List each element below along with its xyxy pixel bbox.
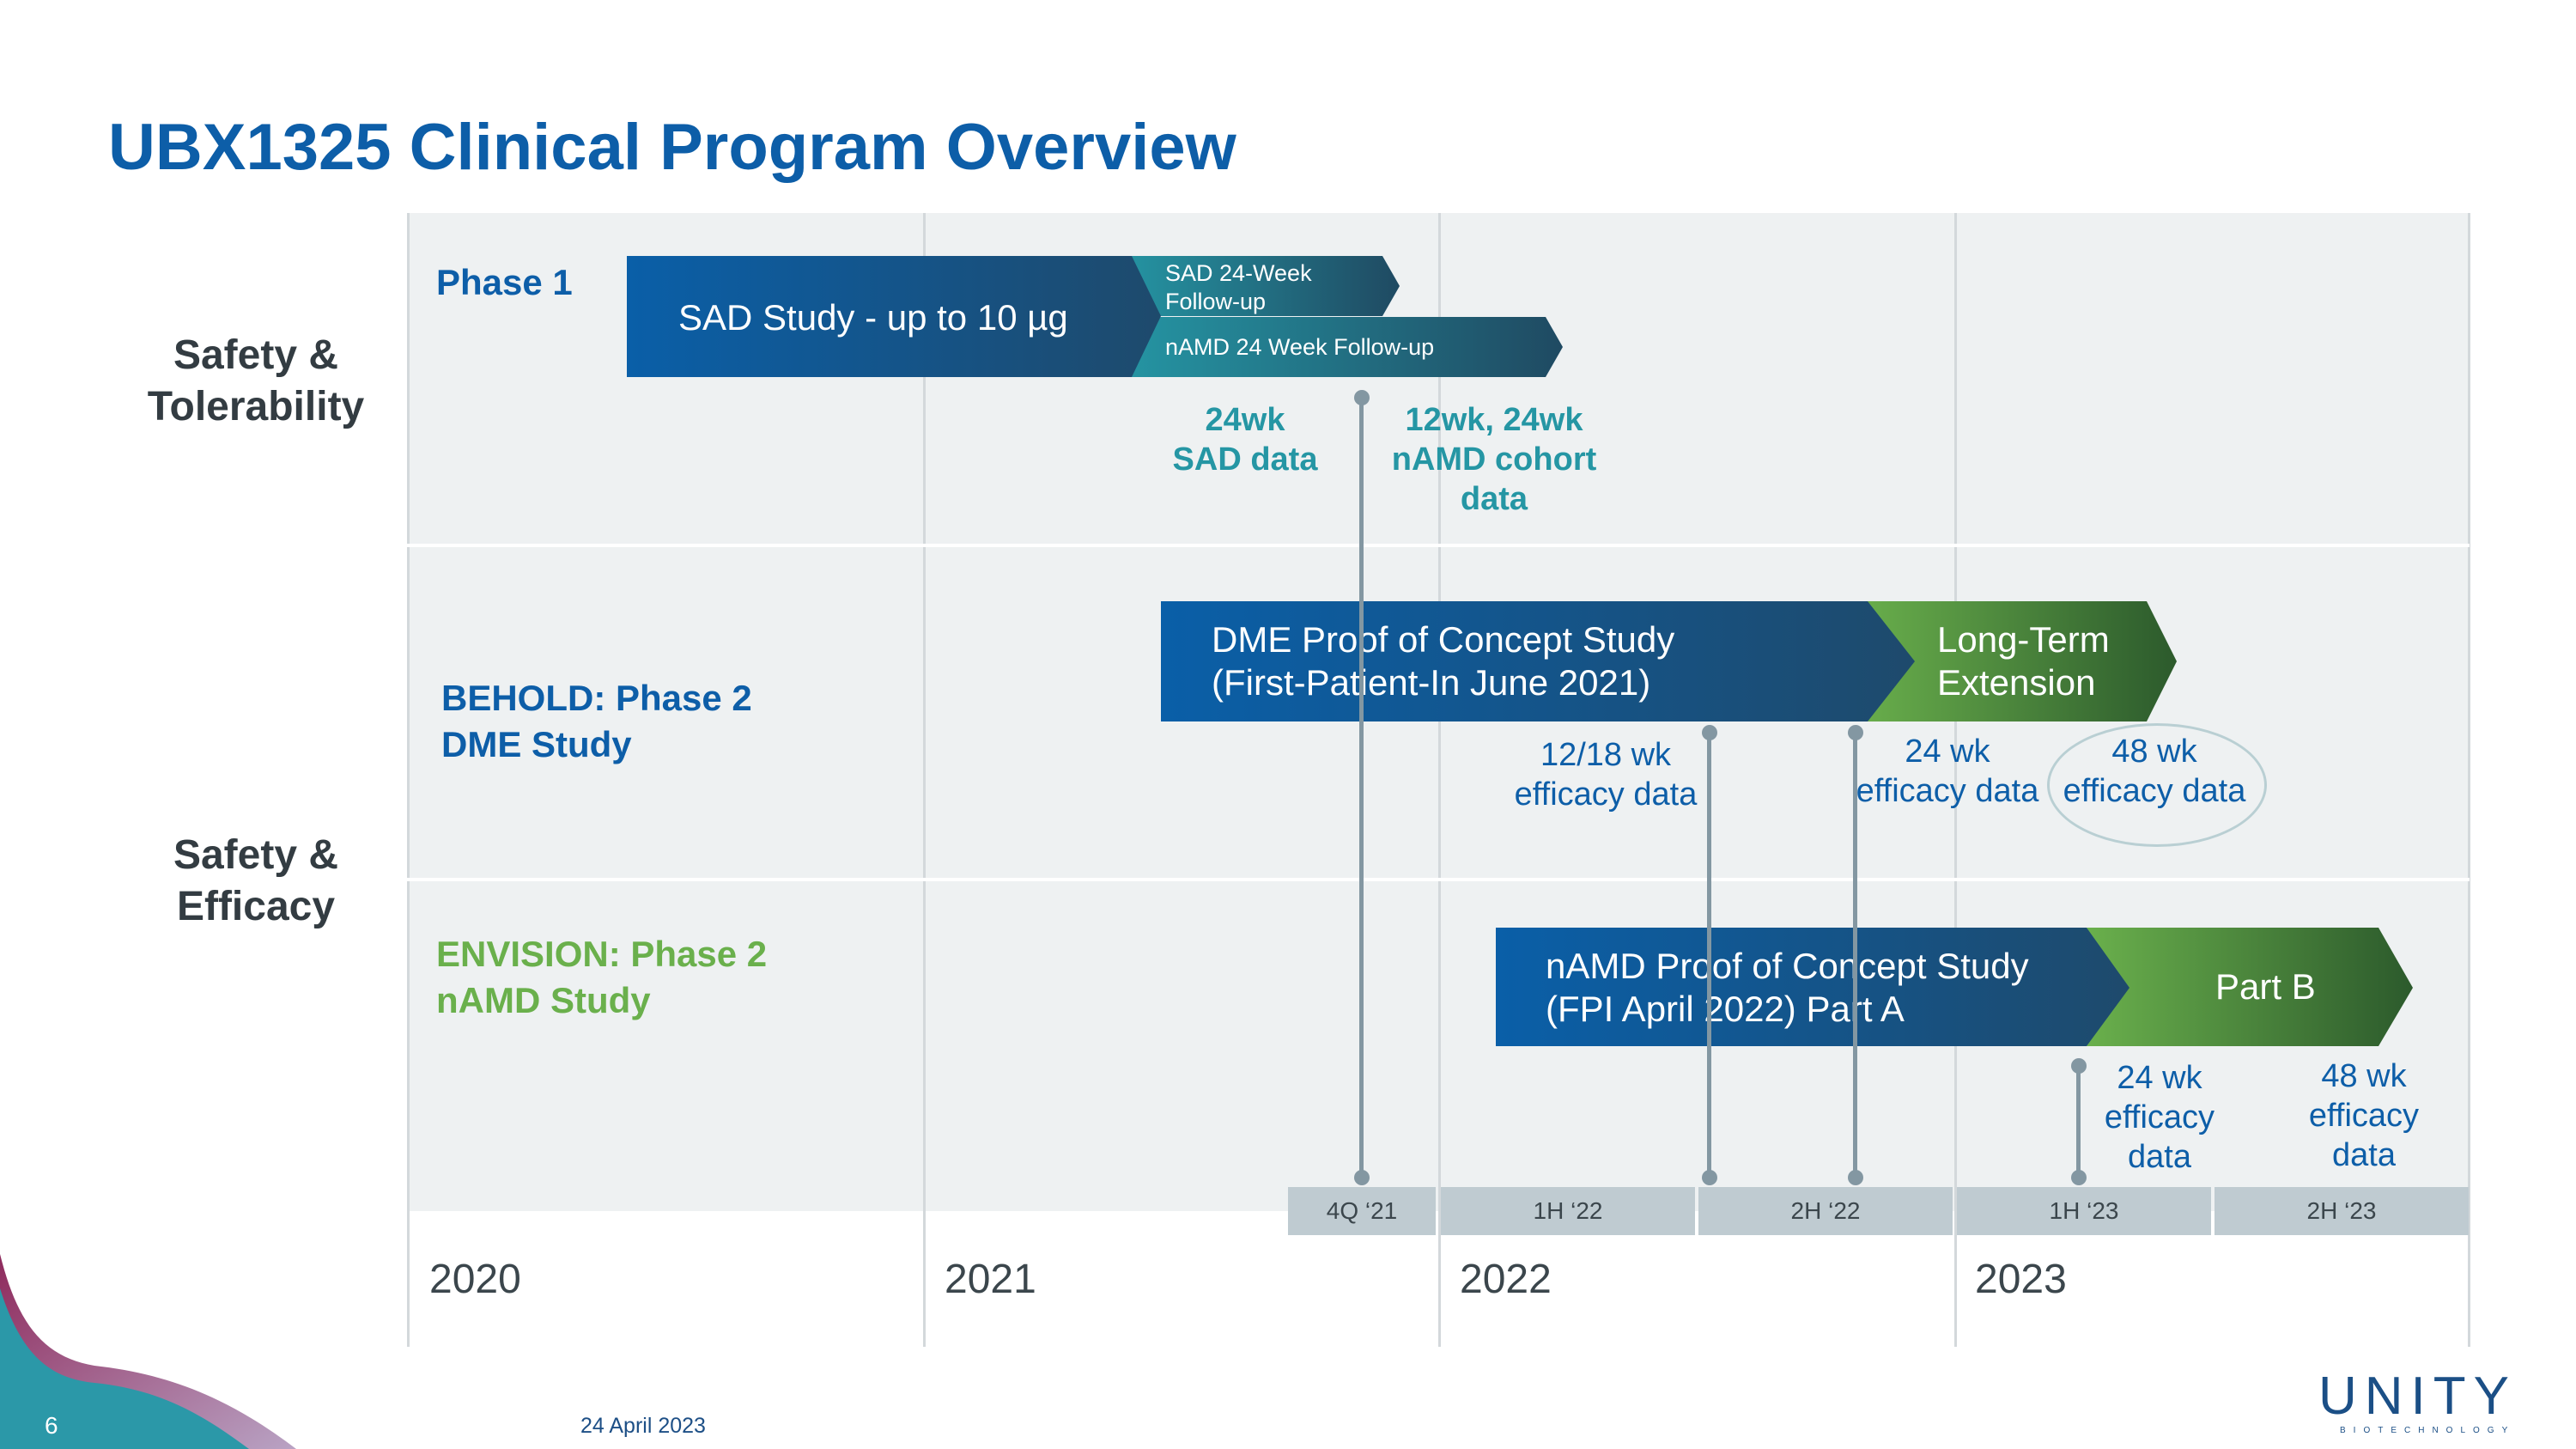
milestone-sad-data-line1: 24wk	[1205, 402, 1285, 438]
behold-label-line1: BEHOLD: Phase 2	[441, 678, 752, 718]
milestone-namd-cohort-line2: nAMD cohort	[1391, 441, 1597, 478]
milestone-stem-1h22	[1707, 732, 1711, 1178]
namd-poc-line1: nAMD Proof of Concept Study	[1546, 946, 2029, 986]
category-safety-tolerability: Safety & Tolerability	[101, 330, 410, 433]
behold-label: BEHOLD: Phase 2 DME Study	[441, 675, 752, 768]
namd-followup-bar	[1116, 317, 1563, 377]
milestone-sad-data: 24wk SAD data	[1151, 400, 1340, 479]
milestone-dme-1218-line2: efficacy data	[1514, 776, 1698, 813]
namd-poc-label: nAMD Proof of Concept Study (FPI April 2…	[1546, 945, 2029, 1031]
milestone-namd-48-line3: data	[2332, 1137, 2396, 1173]
unity-logo-subtitle: BIOTECHNOLOGY	[2340, 1426, 2516, 1435]
milestone-namd-24-line3: data	[2128, 1139, 2191, 1175]
envision-label-line2: nAMD Study	[436, 980, 651, 1020]
period-2h22: 2H ‘22	[1698, 1187, 1953, 1235]
milestone-namd-cohort-line1: 12wk, 24wk	[1405, 402, 1583, 438]
milestone-dot	[1848, 1170, 1863, 1185]
milestone-dme-48: 48 wk efficacy data	[2047, 732, 2262, 811]
page-title: UBX1325 Clinical Program Overview	[108, 111, 1236, 184]
milestone-dme-1218: 12/18 wk efficacy data	[1503, 735, 1709, 814]
milestone-stem-1h23	[2076, 1065, 2081, 1177]
namd-poc-bar	[1496, 928, 2129, 1046]
period-4q21: 4Q ‘21	[1288, 1187, 1436, 1235]
behold-label-line2: DME Study	[441, 724, 632, 764]
year-2020: 2020	[429, 1257, 521, 1302]
envision-label-line1: ENVISION: Phase 2	[436, 934, 768, 974]
milestone-namd-48: 48 wk efficacy data	[2291, 1056, 2437, 1175]
milestone-namd-24: 24 wk efficacy data	[2087, 1058, 2233, 1177]
milestone-namd-24-line2: efficacy	[2104, 1099, 2215, 1135]
dme-study-line2: (First-Patient-In June 2021)	[1212, 662, 1651, 703]
milestone-dot	[1354, 1170, 1370, 1185]
part-b-label: Part B	[2215, 966, 2316, 1007]
milestone-dme-24: 24 wk efficacy data	[1844, 732, 2050, 811]
milestone-dot	[1848, 725, 1863, 740]
milestone-dme-1218-line1: 12/18 wk	[1540, 737, 1672, 773]
milestone-dot	[1702, 1170, 1717, 1185]
milestone-namd-48-line2: efficacy	[2308, 1098, 2420, 1134]
milestone-dot	[2071, 1170, 2087, 1185]
grid-line-2020	[407, 213, 410, 1347]
unity-logo: UNITY	[2318, 1367, 2517, 1426]
milestone-namd-cohort: 12wk, 24wk nAMD cohort data	[1374, 400, 1614, 519]
dme-study-line1: DME Proof of Concept Study	[1212, 619, 1675, 660]
milestone-dme-24-line2: efficacy data	[1856, 773, 2039, 809]
part-b-bar	[2087, 928, 2413, 1046]
year-2023: 2023	[1975, 1257, 2067, 1302]
category-label: Safety & Efficacy	[173, 832, 339, 929]
milestone-namd-24-line1: 24 wk	[2117, 1060, 2202, 1096]
milestone-stem-4q21	[1359, 397, 1364, 1178]
page-number: 6	[45, 1412, 58, 1439]
row-divider-1	[407, 544, 2470, 547]
milestone-dot	[2071, 1058, 2087, 1074]
milestone-stem-2h22	[1853, 732, 1857, 1178]
lte-label: Long-Term Extension	[1937, 618, 2110, 704]
grid-line-2022	[1438, 213, 1441, 1347]
namd-poc-line2: (FPI April 2022) Part A	[1546, 989, 1905, 1029]
milestone-namd-cohort-line3: data	[1460, 481, 1528, 517]
period-2h23: 2H ‘23	[2215, 1187, 2469, 1235]
sad-study-bar	[627, 256, 1161, 377]
period-1h22: 1H ‘22	[1441, 1187, 1695, 1235]
category-safety-efficacy: Safety & Efficacy	[101, 830, 410, 933]
footer-date: 24 April 2023	[580, 1414, 706, 1438]
milestone-sad-data-line2: SAD data	[1172, 441, 1318, 478]
lte-line2: Extension	[1937, 662, 2096, 703]
grid-line-2021	[923, 213, 926, 1347]
sad-followup-label: SAD 24-Week Follow-up	[1165, 260, 1312, 314]
milestone-dot	[1702, 725, 1717, 740]
milestone-dme-48-line1: 48 wk	[2111, 734, 2197, 770]
row-divider-2	[407, 878, 2470, 881]
dme-study-label: DME Proof of Concept Study (First-Patien…	[1212, 618, 1674, 704]
lte-bar	[1855, 601, 2177, 721]
sad-followup-bar	[1116, 256, 1400, 316]
grid-line-2023	[1954, 213, 1957, 1347]
decorative-swoosh	[0, 1254, 296, 1449]
sad-study-label: SAD Study - up to 10 µg	[678, 297, 1068, 338]
grid-line-end	[2468, 213, 2470, 1347]
year-2022: 2022	[1460, 1257, 1552, 1302]
phase1-label: Phase 1	[436, 262, 573, 302]
envision-label: ENVISION: Phase 2 nAMD Study	[436, 931, 767, 1024]
highlight-ellipse	[2047, 723, 2267, 847]
milestone-namd-48-line1: 48 wk	[2321, 1058, 2407, 1094]
dme-study-bar	[1161, 601, 1915, 721]
milestone-dme-48-line2: efficacy data	[2063, 773, 2246, 809]
namd-followup-label: nAMD 24 Week Follow-up	[1165, 334, 1435, 360]
period-1h23: 1H ‘23	[1957, 1187, 2211, 1235]
lte-line1: Long-Term	[1937, 619, 2110, 660]
category-label: Safety & Tolerability	[147, 332, 365, 429]
milestone-dme-24-line1: 24 wk	[1905, 734, 1990, 770]
year-2021: 2021	[945, 1257, 1036, 1302]
milestone-dot	[1354, 390, 1370, 405]
